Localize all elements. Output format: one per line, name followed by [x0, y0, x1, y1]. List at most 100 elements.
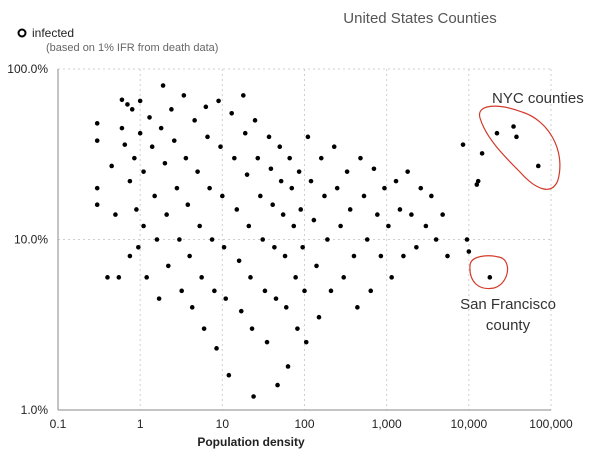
data-point	[260, 237, 266, 242]
data-point	[164, 212, 169, 217]
data-point	[154, 237, 160, 242]
data-point	[289, 185, 295, 191]
x-tick-label: 10	[216, 417, 230, 431]
data-point	[382, 185, 387, 191]
data-point	[234, 207, 240, 212]
x-tick-label: 100,000	[529, 417, 573, 431]
annotation-label: San Francisco	[460, 296, 556, 313]
data-point	[414, 245, 419, 250]
data-point	[328, 288, 334, 294]
data-point	[137, 130, 143, 136]
x-tick-label: 0.1	[50, 417, 67, 431]
data-point	[466, 249, 472, 254]
data-point	[216, 98, 221, 104]
data-point	[514, 134, 519, 140]
data-point	[314, 263, 319, 269]
data-point	[475, 178, 481, 184]
data-point	[94, 121, 100, 126]
x-axis-label: Population density	[197, 435, 305, 449]
data-point	[325, 237, 330, 242]
data-point	[397, 207, 403, 212]
data-point	[295, 326, 300, 331]
data-point	[347, 207, 353, 212]
data-point	[535, 163, 541, 169]
data-point	[494, 130, 500, 136]
annotation-label: county	[486, 317, 531, 334]
data-point	[248, 275, 253, 280]
data-point	[368, 288, 374, 294]
data-point	[195, 169, 200, 174]
y-tick-label: 10.0%	[14, 233, 48, 247]
data-point	[214, 346, 219, 351]
data-point	[355, 305, 360, 310]
data-point	[166, 263, 171, 269]
annotation-san-francisco: San Francisco county	[460, 255, 556, 334]
data-point	[318, 155, 324, 161]
data-point	[371, 166, 377, 172]
data-point	[251, 394, 256, 399]
data-point	[147, 115, 152, 120]
data-point	[144, 275, 149, 280]
data-point	[272, 245, 277, 250]
data-point	[174, 185, 180, 191]
data-point	[270, 202, 275, 207]
data-point	[375, 212, 380, 217]
data-point	[218, 144, 223, 150]
data-point	[280, 212, 286, 217]
data-point	[94, 138, 100, 143]
data-point	[429, 193, 434, 199]
grid	[58, 68, 552, 411]
data-point	[203, 104, 209, 110]
legend-series-subtitle: (based on 1% IFR from death data)	[46, 42, 218, 54]
data-point	[305, 134, 311, 140]
data-point	[209, 237, 215, 242]
legend: infected (based on 1% IFR from death dat…	[17, 26, 218, 54]
data-point	[303, 339, 309, 345]
data-point	[201, 326, 207, 331]
data-point	[277, 144, 283, 150]
annotation-circle	[469, 255, 509, 290]
x-tick-label: 1,000	[372, 417, 402, 431]
data-point	[105, 275, 110, 280]
data-point	[207, 185, 212, 191]
data-point	[94, 202, 100, 207]
x-tick-label: 100	[294, 417, 314, 431]
data-point	[361, 193, 367, 199]
data-point	[283, 305, 289, 310]
data-point	[464, 237, 470, 242]
data-point	[334, 185, 340, 191]
annotation-nyc: NYC counties	[479, 90, 584, 190]
data-point	[278, 178, 284, 184]
data-point	[137, 98, 143, 104]
data-point	[229, 110, 234, 116]
data-point	[252, 118, 258, 123]
data-point	[268, 166, 274, 172]
data-point	[316, 314, 322, 320]
data-point	[255, 155, 261, 161]
data-point	[160, 83, 166, 88]
data-point	[287, 155, 292, 161]
data-point	[187, 253, 192, 259]
data-point	[308, 178, 314, 184]
data-point	[189, 305, 195, 310]
data-point	[152, 193, 157, 199]
data-point	[405, 169, 410, 174]
data-point	[169, 107, 174, 112]
data-point	[136, 245, 141, 250]
data-point	[220, 193, 225, 199]
data-point	[141, 169, 146, 174]
data-point	[109, 163, 114, 169]
data-point	[423, 223, 429, 229]
data-point	[296, 169, 302, 174]
data-point	[158, 125, 164, 131]
data-point	[341, 275, 347, 280]
data-point	[285, 364, 291, 369]
data-point	[338, 223, 343, 229]
y-tick-label: 100.0%	[7, 62, 48, 76]
data-point	[351, 253, 357, 259]
data-point	[293, 275, 298, 280]
data-point	[162, 160, 168, 166]
data-point	[298, 207, 304, 212]
data-point	[378, 253, 384, 259]
